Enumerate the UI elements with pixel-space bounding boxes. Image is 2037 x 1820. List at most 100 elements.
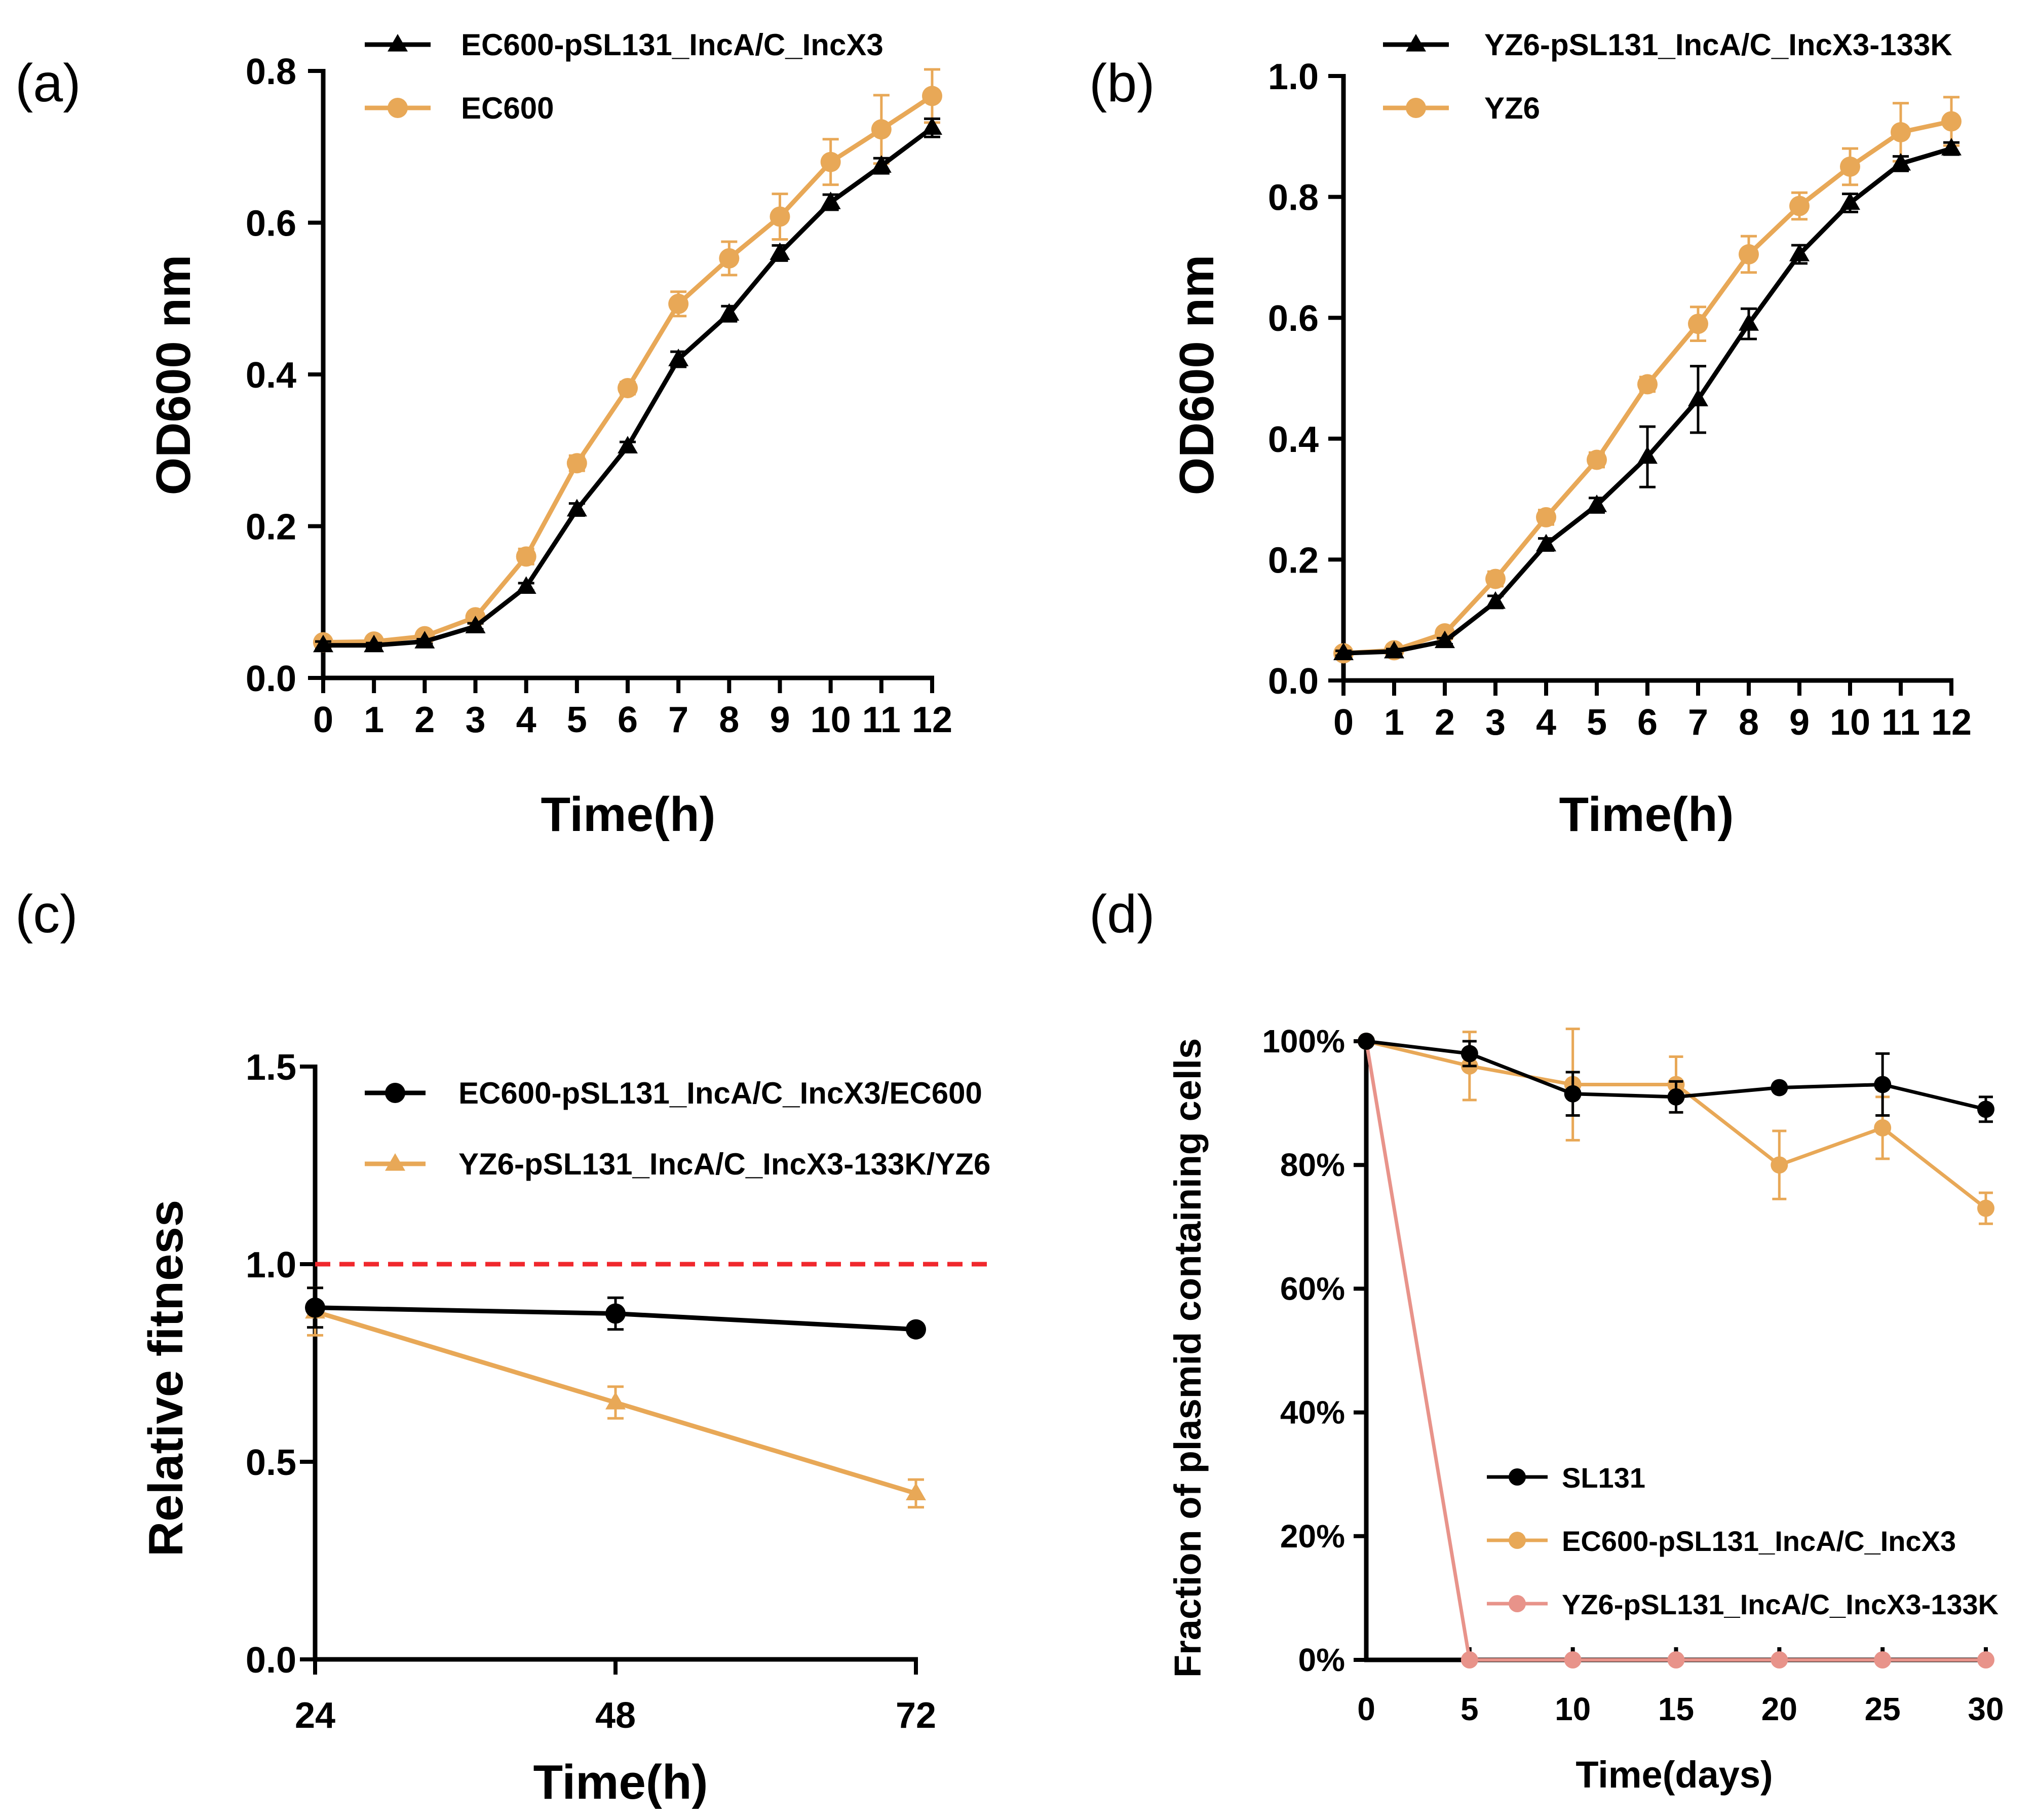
panel-label: (d) xyxy=(1089,884,1155,944)
data-point xyxy=(1688,389,1708,406)
x-tick-label: 4 xyxy=(1536,702,1556,743)
data-point xyxy=(820,151,841,172)
legend-marker xyxy=(385,1083,405,1103)
data-point xyxy=(906,1319,926,1340)
x-tick-label: 24 xyxy=(295,1695,335,1736)
series-1 xyxy=(1358,1033,1994,1123)
x-tick-label: 20 xyxy=(1761,1691,1797,1727)
x-tick-label: 1 xyxy=(1384,702,1404,743)
x-tick-label: 8 xyxy=(719,700,739,740)
legend-marker xyxy=(388,34,408,52)
data-point xyxy=(1564,1085,1582,1103)
x-tick-label: 0 xyxy=(1333,702,1354,743)
legend-label: EC600-pSL131_IncA/C_IncX3 xyxy=(1562,1525,1956,1557)
y-tick-label: 0.8 xyxy=(1268,178,1319,218)
data-point xyxy=(1536,507,1556,527)
data-point xyxy=(1977,1199,1994,1217)
legend: SL131 EC600-pSL131_IncA/C_IncX3 YZ6-pSL131… xyxy=(1487,1462,1998,1620)
x-tick-label: 3 xyxy=(465,700,485,740)
data-point xyxy=(922,117,942,135)
data-point xyxy=(668,293,689,314)
data-point xyxy=(1941,138,1962,156)
data-point xyxy=(1789,243,1810,261)
data-point xyxy=(1874,1076,1892,1093)
data-point xyxy=(1587,495,1607,512)
data-point xyxy=(719,303,740,321)
y-tick-label: 0.2 xyxy=(1268,540,1319,581)
data-point xyxy=(1941,111,1962,132)
data-point xyxy=(770,206,790,227)
x-tick-label: 48 xyxy=(595,1695,636,1736)
legend-label: EC600-pSL131_IncA/C_IncX3 xyxy=(461,28,883,62)
data-point xyxy=(1739,244,1759,264)
y-tick-label: 1.0 xyxy=(246,1245,296,1285)
y-axis-title: OD600 nm xyxy=(1170,255,1224,496)
data-point xyxy=(1771,1079,1788,1096)
data-point xyxy=(1587,449,1607,470)
data-point xyxy=(1461,1651,1478,1669)
data-point xyxy=(618,436,638,453)
data-point xyxy=(871,155,892,173)
legend-label: EC600-pSL131_IncA/C_IncX3/EC600 xyxy=(458,1076,982,1110)
data-point xyxy=(1358,1033,1375,1050)
data-point xyxy=(566,499,587,517)
series-2 xyxy=(1333,96,1962,664)
x-axis-title: Time(h) xyxy=(541,787,716,842)
x-tick-label: 15 xyxy=(1658,1691,1694,1727)
data-point xyxy=(313,634,333,653)
y-tick-label: 80% xyxy=(1280,1147,1345,1183)
data-point xyxy=(1977,1651,1994,1669)
legend-marker xyxy=(385,1153,405,1171)
data-point xyxy=(1739,313,1759,331)
x-axis-title: Time(h) xyxy=(533,1755,708,1809)
data-point xyxy=(516,546,536,567)
legend-label: SL131 xyxy=(1562,1462,1645,1494)
x-tick-label: 10 xyxy=(1555,1691,1591,1727)
legend-marker xyxy=(1509,1595,1526,1612)
data-point xyxy=(605,1392,626,1410)
data-point xyxy=(1637,374,1658,395)
y-tick-label: 0.2 xyxy=(246,507,296,548)
x-tick-label: 0 xyxy=(1357,1691,1375,1727)
legend: EC600-pSL131_IncA/C_IncX3/EC600 YZ6-pSL13… xyxy=(365,1076,990,1181)
data-point xyxy=(906,1483,926,1501)
legend-label: YZ6 xyxy=(1484,91,1540,125)
data-point xyxy=(1667,1651,1685,1669)
chart-panel-3: (c) 0.0 0.5 1.0 1.5 24 48 72 Time(h) Relative fit… xyxy=(15,884,990,1809)
x-tick-label: 7 xyxy=(668,700,688,740)
x-tick-label: 5 xyxy=(567,700,587,740)
data-point xyxy=(1977,1101,1994,1118)
y-axis-title: OD600 nm xyxy=(146,255,201,496)
y-tick-label: 0.6 xyxy=(246,204,296,244)
chart-panel-2: (b)0.00.20.40.60.81.00 1 2 3 4 5 6 7 8 9 10 11 12Tim… xyxy=(1089,28,1972,842)
legend-marker xyxy=(1509,1468,1526,1486)
x-tick-label: 12 xyxy=(912,700,952,740)
x-tick-label: 6 xyxy=(618,700,638,740)
series-line xyxy=(323,94,934,645)
data-point xyxy=(719,248,740,269)
legend: YZ6-pSL131_IncA/C_IncX3-133K YZ6 xyxy=(1383,28,1952,125)
legend-label: YZ6-pSL131_IncA/C_IncX3-133K xyxy=(1562,1588,1998,1620)
legend-marker xyxy=(1509,1532,1526,1549)
data-point xyxy=(618,377,638,398)
x-tick-label: 2 xyxy=(414,700,435,740)
data-point xyxy=(1771,1156,1788,1174)
data-point xyxy=(605,1303,626,1324)
series-2 xyxy=(1358,1028,1994,1225)
x-tick-label: 1 xyxy=(364,700,384,740)
y-tick-label: 1.0 xyxy=(1268,57,1319,97)
legend-marker xyxy=(1406,34,1426,52)
x-tick-label: 30 xyxy=(1968,1691,2004,1727)
panel-label: (a) xyxy=(15,53,81,113)
data-point xyxy=(1637,446,1658,464)
data-point xyxy=(1485,568,1506,589)
x-tick-label: 6 xyxy=(1637,702,1658,743)
x-tick-label: 11 xyxy=(1881,702,1920,743)
data-point xyxy=(1771,1651,1788,1669)
data-point xyxy=(1667,1088,1685,1106)
x-tick-label: 10 xyxy=(811,700,851,740)
chart-panel-4: (d) 0% 20% 40% 60% 80% 100% 0 5 10 15 20 25 30 Time(da… xyxy=(1089,884,2004,1796)
data-point xyxy=(922,86,942,106)
data-point xyxy=(1874,1119,1892,1136)
y-tick-label: 20% xyxy=(1280,1518,1345,1554)
